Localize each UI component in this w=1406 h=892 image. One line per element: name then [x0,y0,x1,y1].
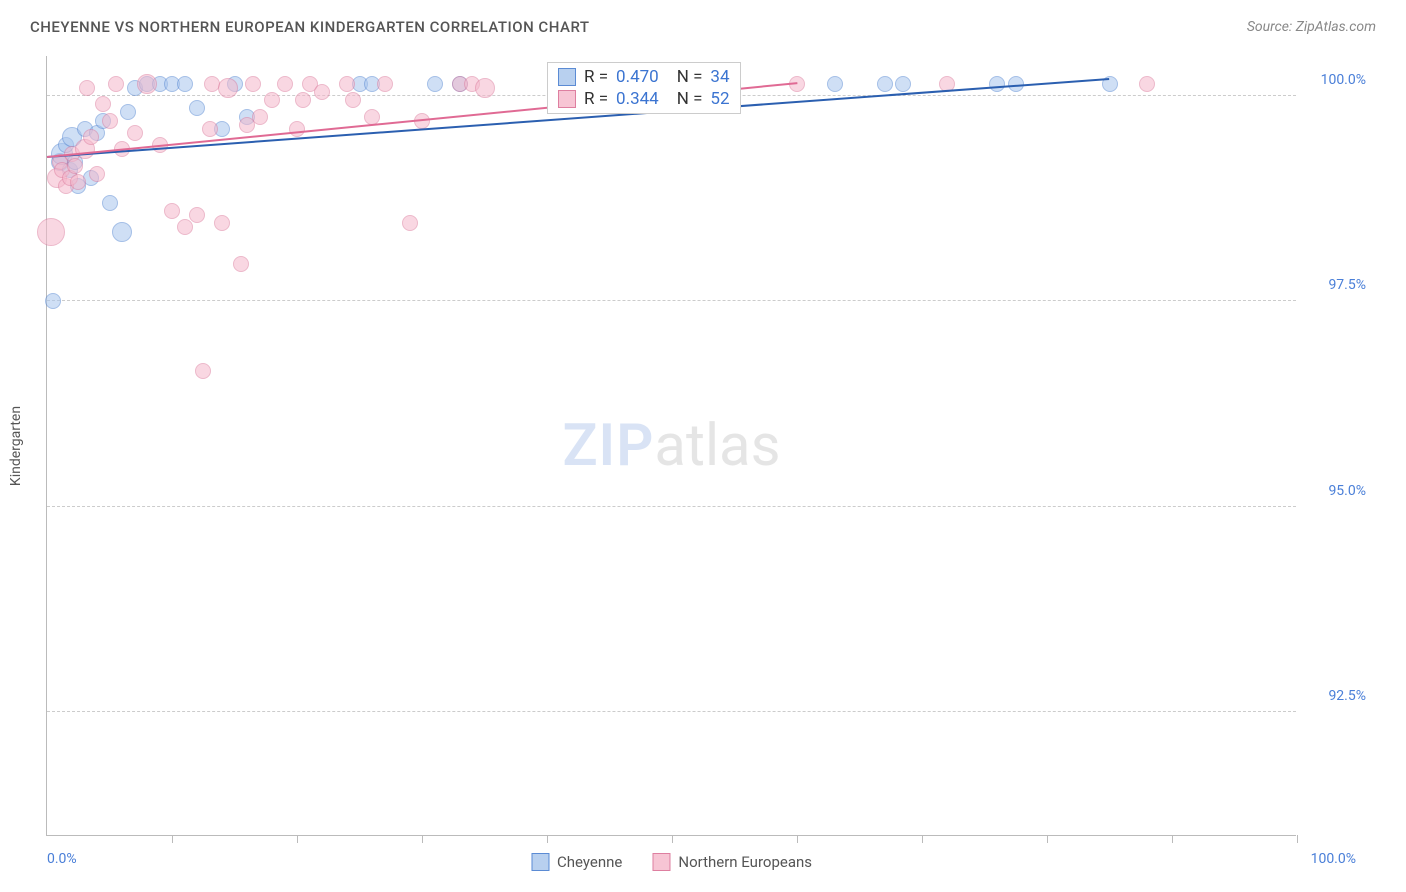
data-point [120,104,136,120]
stats-swatch [558,90,576,108]
data-point [289,121,305,137]
data-point [827,76,843,92]
stats-n-value: 34 [710,67,729,87]
data-point [252,109,268,125]
chart-container: Kindergarten ZIPatlas 0.0% 100.0% 92.5%9… [46,56,1376,836]
stats-row: R = 0.344 N = 52 [558,89,730,109]
x-tick [797,835,798,843]
data-point [427,76,443,92]
data-point [127,125,143,141]
data-point [364,109,380,125]
stats-r-label: R = [584,67,608,87]
data-point [102,195,118,211]
data-point [177,219,193,235]
gridline-h [47,300,1296,301]
legend-swatch [531,853,549,871]
legend-label: Northern Europeans [678,853,812,871]
source-label: Source: ZipAtlas.com [1247,19,1376,35]
x-tick [1172,835,1173,843]
data-point [295,92,311,108]
x-tick [422,835,423,843]
data-point [475,78,495,98]
x-tick [1047,835,1048,843]
data-point [233,256,249,272]
data-point [177,76,193,92]
stats-r-label: R = [584,89,608,109]
y-tick-label: 100.0% [1321,72,1366,88]
data-point [45,293,61,309]
x-tick [172,835,173,843]
data-point [108,76,124,92]
data-point [112,222,132,242]
stats-r-value: 0.470 [616,67,659,87]
chart-title: CHEYENNE VS NORTHERN EUROPEAN KINDERGART… [30,18,590,36]
x-tick [297,835,298,843]
stats-row: R = 0.470 N = 34 [558,67,730,87]
stats-n-label: N = [677,89,703,109]
data-point [218,78,238,98]
data-point [189,100,205,116]
y-tick-label: 95.0% [1328,483,1366,499]
legend-swatch [652,853,670,871]
plot-area: ZIPatlas 0.0% 100.0% 92.5%95.0%97.5%100.… [46,56,1296,836]
x-axis-min-label: 0.0% [47,851,77,867]
data-point [245,76,261,92]
data-point [102,113,118,129]
data-point [67,158,83,174]
watermark: ZIPatlas [562,412,780,480]
legend-label: Cheyenne [557,853,622,871]
data-point [37,218,65,246]
data-point [89,166,105,182]
data-point [137,74,157,94]
y-axis-title: Kindergarten [8,406,24,486]
stats-swatch [558,68,576,86]
gridline-h [47,711,1296,712]
x-tick [672,835,673,843]
x-tick [547,835,548,843]
gridline-h [47,506,1296,507]
data-point [989,76,1005,92]
stats-box: R = 0.470 N = 34 R = 0.344 N = 52 [547,62,741,114]
data-point [189,207,205,223]
x-tick [1297,835,1298,843]
data-point [83,129,99,145]
data-point [314,84,330,100]
watermark-zip: ZIP [562,412,654,480]
data-point [214,215,230,231]
y-tick-label: 92.5% [1328,688,1366,704]
stats-r-value: 0.344 [616,89,659,109]
data-point [79,80,95,96]
data-point [402,215,418,231]
data-point [345,92,361,108]
data-point [1139,76,1155,92]
legend-item: Northern Europeans [652,853,812,871]
x-tick [922,835,923,843]
watermark-atlas: atlas [654,412,780,480]
data-point [895,76,911,92]
stats-n-value: 52 [710,89,729,109]
data-point [70,174,86,190]
data-point [195,363,211,379]
data-point [377,76,393,92]
data-point [202,121,218,137]
data-point [277,76,293,92]
stats-n-label: N = [677,67,703,87]
data-point [877,76,893,92]
y-tick-label: 97.5% [1328,277,1366,293]
x-axis-max-label: 100.0% [1311,851,1356,867]
data-point [264,92,280,108]
legend-item: Cheyenne [531,853,622,871]
data-point [95,96,111,112]
data-point [164,203,180,219]
legend: Cheyenne Northern Europeans [531,853,812,871]
data-point [339,76,355,92]
